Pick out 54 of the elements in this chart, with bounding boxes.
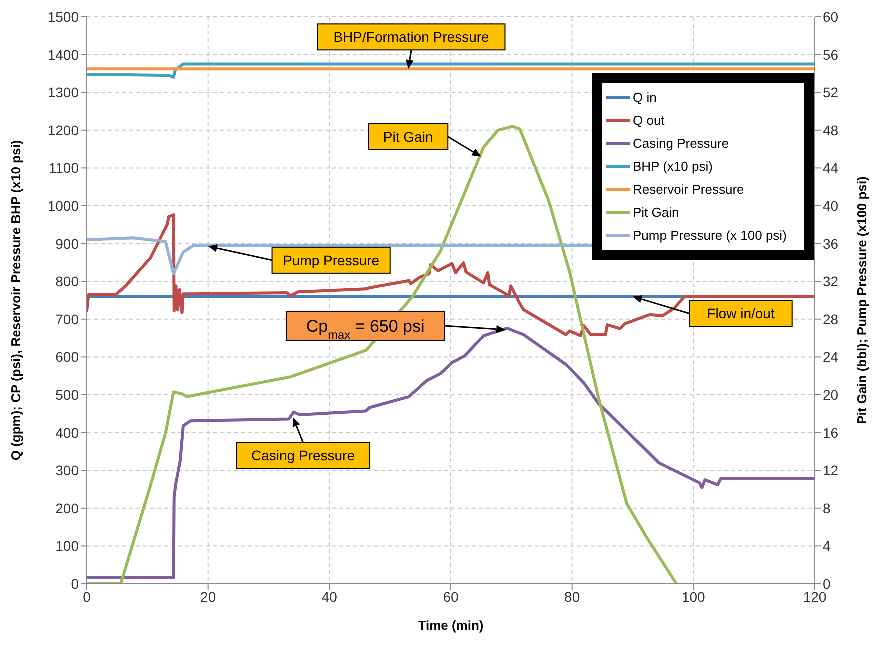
y2-tick-label: 36 xyxy=(823,236,839,252)
y2-tick-label: 56 xyxy=(823,46,839,63)
y-tick-label: 600 xyxy=(56,349,80,366)
y2-tick-label: 40 xyxy=(823,198,839,214)
y2-tick-label: 8 xyxy=(823,500,831,516)
y2-tick-label: 44 xyxy=(823,160,839,176)
x-tick-label: 100 xyxy=(682,588,706,605)
y-tick-label: 300 xyxy=(56,462,80,479)
y-tick-label: 900 xyxy=(56,236,80,252)
y-tick-label: 500 xyxy=(56,386,80,403)
line-series xyxy=(87,62,815,79)
y-tick-label: 1500 xyxy=(48,8,80,25)
legend-label: Q out xyxy=(633,112,665,130)
legend-label: BHP (x10 psi) xyxy=(633,158,713,176)
annotation: Pump Pressure xyxy=(283,252,380,268)
y2-tick-label: 20 xyxy=(823,386,839,403)
y2-tick-label: 4 xyxy=(823,538,831,554)
y2-tick-label: 28 xyxy=(823,311,839,328)
x-tick-label: 60 xyxy=(443,588,459,605)
y2-axis-title: Pit Gain (bbl); Pump Pressure (x100 psi) xyxy=(854,176,870,424)
y2-tick-label: 24 xyxy=(823,349,839,366)
y-tick-label: 1100 xyxy=(48,160,80,176)
x-tick-label: 40 xyxy=(322,588,338,605)
y-tick-label: 200 xyxy=(56,500,80,516)
annotation: Flow in/out xyxy=(707,306,775,322)
y2-tick-label: 32 xyxy=(823,274,839,290)
y-tick-label: 400 xyxy=(56,424,80,441)
y2-tick-label: 52 xyxy=(823,84,839,101)
x-axis-title: Time (min) xyxy=(418,618,484,633)
annotation: BHP/Formation Pressure xyxy=(334,29,490,46)
x-tick-label: 80 xyxy=(564,588,580,605)
y-tick-label: 700 xyxy=(56,311,80,328)
y-tick-label: 1000 xyxy=(48,198,80,214)
y-tick-label: 100 xyxy=(56,538,80,554)
y2-tick-label: 48 xyxy=(823,122,839,138)
annotation: Pit Gain xyxy=(383,128,434,145)
legend-label: Pump Pressure (x 100 psi) xyxy=(633,227,787,245)
legend-label: Reservoir Pressure xyxy=(633,181,744,199)
y-tick-label: 0 xyxy=(71,576,80,592)
y-tick-label: 1400 xyxy=(48,46,80,63)
annotation: Casing Pressure xyxy=(252,448,356,464)
legend-label: Pit Gain xyxy=(633,204,680,222)
y2-tick-label: 12 xyxy=(823,462,839,479)
y-tick-label: 1300 xyxy=(48,84,80,101)
y-tick-label: 800 xyxy=(56,274,80,290)
y2-tick-label: 16 xyxy=(823,424,839,441)
legend-label: Q in xyxy=(633,89,657,107)
x-tick-label: 0 xyxy=(83,588,92,605)
y-axis-title: Q (gpm); CP (psi), Reservoir Pressure BHP (x10 psi) xyxy=(8,140,24,461)
legend-label: Casing Pressure xyxy=(633,135,730,153)
y-tick-label: 1200 xyxy=(48,122,80,138)
annotation: Cp$_{max}$ = 650 psi xyxy=(306,316,425,342)
x-tick-label: 20 xyxy=(200,588,216,605)
y2-tick-label: 60 xyxy=(823,8,839,25)
